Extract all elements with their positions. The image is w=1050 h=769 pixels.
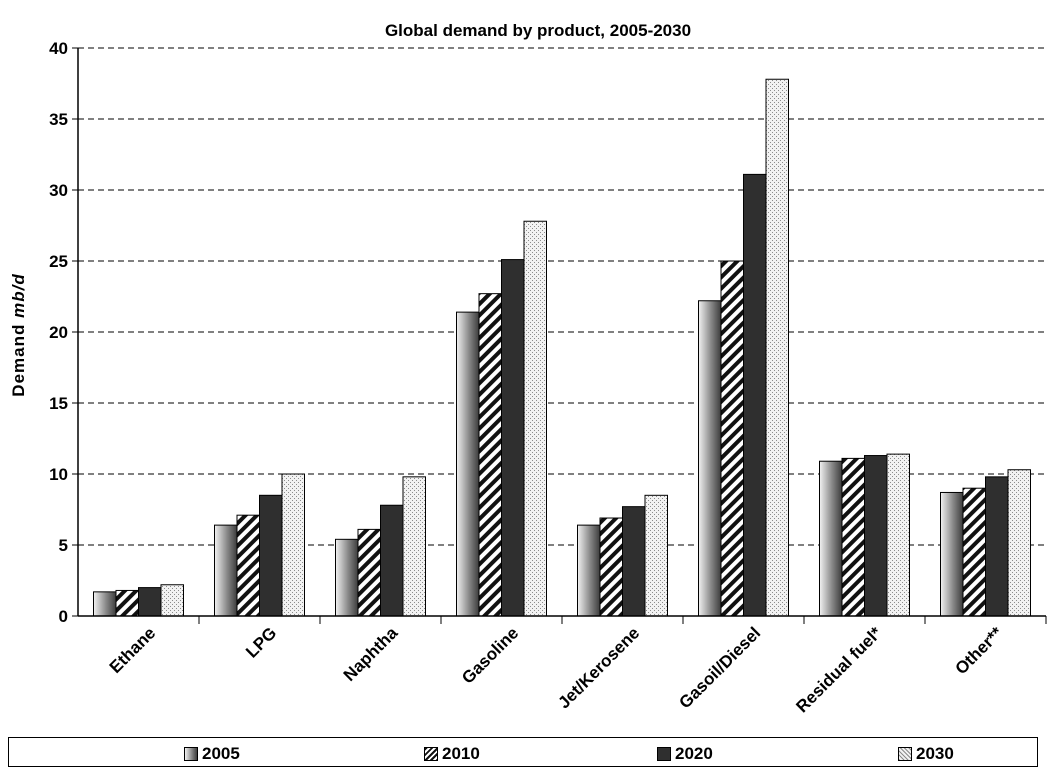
legend-swatch-2030 <box>898 747 912 761</box>
y-tick-label: 30 <box>49 181 68 200</box>
x-tick-label: Other** <box>951 623 1006 678</box>
bar-2030-naphtha <box>402 476 426 617</box>
bar-2010-jet-kerosene <box>599 517 623 617</box>
bar-2030-ethane <box>160 584 184 617</box>
bar-2005-naphtha <box>335 538 359 617</box>
bar-2005-other- <box>940 491 964 617</box>
bar-2005-lpg <box>214 524 238 617</box>
bar-2005-residual-fuel- <box>819 460 843 617</box>
legend-item-2010: 2010 <box>424 744 480 764</box>
chart-title: Global demand by product, 2005-2030 <box>385 21 691 40</box>
y-tick-label: 5 <box>59 536 68 555</box>
bar-2030-other- <box>1007 469 1031 617</box>
bar-2030-gasoil-diesel <box>765 78 789 617</box>
bar-2020-other- <box>985 476 1009 617</box>
x-tick-label: Naphtha <box>340 623 402 685</box>
x-tick-label: Residual fuel* <box>792 623 885 716</box>
x-tick-label: Jet/Kerosene <box>554 623 643 712</box>
bar-2020-gasoil-diesel <box>743 173 767 617</box>
y-tick-label: 0 <box>59 607 68 626</box>
y-tick-label: 40 <box>49 39 68 58</box>
bar-2010-lpg <box>236 514 260 617</box>
legend-label: 2010 <box>442 744 480 763</box>
legend-item-2030: 2030 <box>898 744 954 764</box>
bar-2010-other- <box>962 487 986 617</box>
bar-2005-gasoil-diesel <box>698 300 722 617</box>
bar-2020-naphtha <box>380 504 404 617</box>
y-tick-label: 20 <box>49 323 68 342</box>
legend-swatch-2005 <box>184 747 198 761</box>
bar-2005-ethane <box>93 591 117 617</box>
bar-2030-jet-kerosene <box>644 494 668 617</box>
legend-label: 2030 <box>916 744 954 763</box>
legend-label: 2005 <box>202 744 240 763</box>
bar-2030-gasoline <box>523 220 547 617</box>
bar-2020-lpg <box>259 494 283 617</box>
x-tick-label: Ethane <box>106 623 160 677</box>
y-axis-label: Demand mb/d <box>9 273 28 396</box>
x-tick-label: LPG <box>242 623 280 661</box>
legend-swatch-2010 <box>424 747 438 761</box>
y-tick-label: 15 <box>49 394 68 413</box>
bar-2010-ethane <box>115 589 139 617</box>
bar-2010-residual-fuel- <box>841 457 865 617</box>
bar-2020-gasoline <box>501 259 525 617</box>
x-tick-label: Gasoil/Diesel <box>675 623 764 712</box>
x-tick-label: Gasoline <box>458 623 522 687</box>
y-tick-label: 25 <box>49 252 68 271</box>
legend-item-2005: 2005 <box>184 744 240 764</box>
bar-2030-lpg <box>281 473 305 617</box>
bar-2010-gasoil-diesel <box>720 260 744 617</box>
bar-2020-jet-kerosene <box>622 506 646 617</box>
bar-2010-gasoline <box>478 293 502 617</box>
legend-swatch-2020 <box>657 747 671 761</box>
legend-item-2020: 2020 <box>657 744 713 764</box>
bar-2020-residual-fuel- <box>864 455 888 617</box>
bar-2005-jet-kerosene <box>577 524 601 617</box>
legend: 2005 2010 2020 2030 <box>8 737 1038 767</box>
bar-2030-residual-fuel- <box>886 453 910 617</box>
gridlines <box>78 47 1046 546</box>
bar-2005-gasoline <box>456 311 480 617</box>
y-tick-label: 10 <box>49 465 68 484</box>
y-tick-label: 35 <box>49 110 68 129</box>
legend-label: 2020 <box>675 744 713 763</box>
bar-2010-naphtha <box>357 528 381 617</box>
bars <box>93 78 1031 617</box>
bar-2020-ethane <box>138 587 162 617</box>
